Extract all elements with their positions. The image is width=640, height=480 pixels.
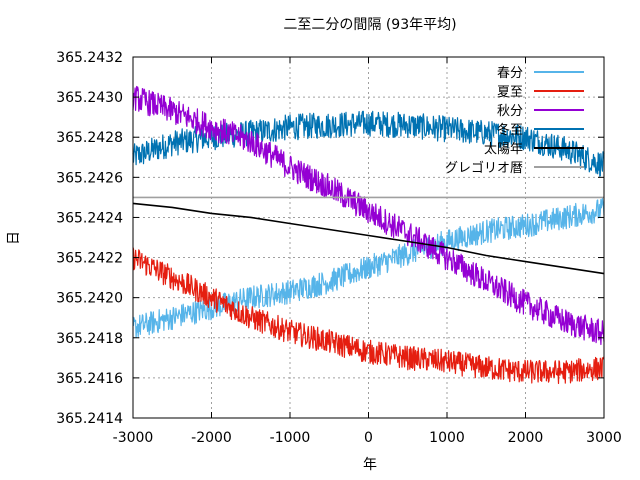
x-tick-label: -1000	[270, 430, 311, 446]
y-tick-label: 365.2420	[56, 291, 123, 307]
x-tick-label: 1000	[429, 430, 465, 446]
y-tick-label: 365.2418	[56, 331, 123, 347]
y-tick-label: 365.2416	[56, 371, 123, 387]
legend-label: 冬至	[497, 122, 523, 138]
series-line-2	[132, 85, 605, 346]
y-tick-label: 365.2432	[56, 50, 123, 66]
series-line-1	[132, 247, 605, 385]
y-tick-label: 365.2422	[56, 251, 123, 267]
series-line-0	[132, 197, 605, 339]
tick-layer: -3000 -2000 -1000 0 1000 2000 3000 365.2414 365.…	[56, 50, 622, 446]
y-tick-label: 365.2426	[56, 170, 123, 186]
x-tick-label: 2000	[508, 430, 544, 446]
y-tick-label: 365.2428	[56, 130, 123, 146]
x-axis-label: 年	[363, 457, 377, 473]
legend-label: 夏至	[497, 85, 523, 100]
x-tick-label: 3000	[586, 430, 622, 446]
y-tick-label: 365.2424	[56, 210, 123, 226]
x-tick-label: -2000	[191, 430, 232, 446]
legend-label: 太陽年	[484, 142, 523, 157]
series-layer	[132, 85, 605, 385]
x-tick-label: -3000	[113, 430, 154, 446]
legend-label: 秋分	[497, 104, 523, 119]
y-tick-label: 365.2414	[56, 411, 123, 427]
chart-title: 二至二分の間隔 (93年平均)	[283, 17, 456, 33]
y-tick-label: 365.2430	[56, 90, 123, 106]
series-line-4	[132, 202, 605, 275]
legend-label: グレゴリオ暦	[445, 160, 523, 176]
x-tick-label: 0	[364, 430, 373, 446]
y-axis-label: 日	[6, 231, 22, 245]
legend-label: 春分	[497, 66, 523, 81]
